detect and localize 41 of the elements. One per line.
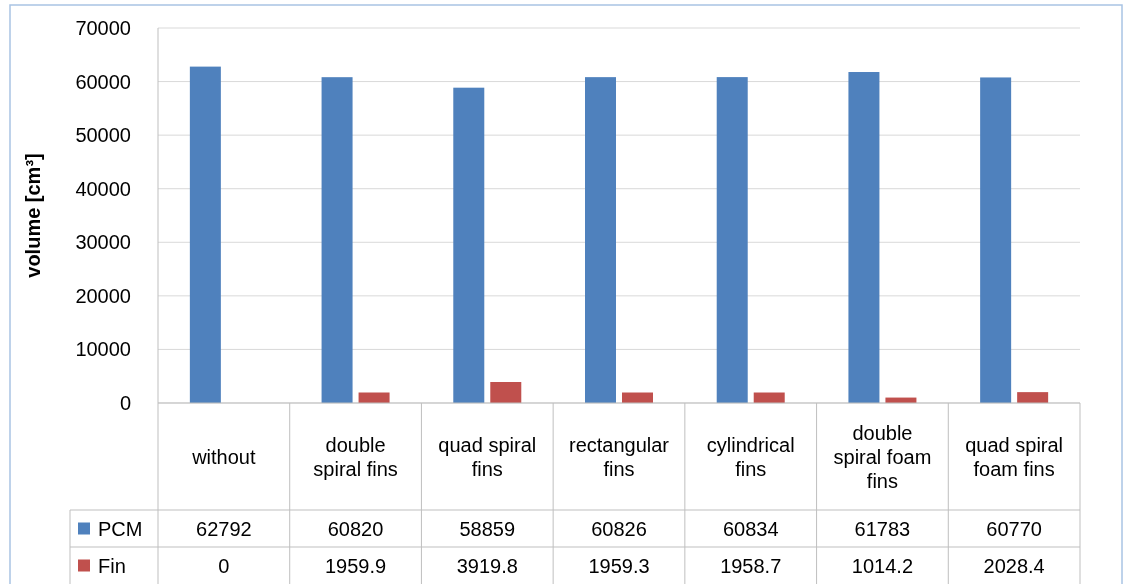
bar — [453, 87, 485, 403]
data-label: 1959.9 — [324, 554, 387, 577]
data-label: 62792 — [196, 517, 252, 540]
data-label: 0 — [218, 554, 230, 577]
bar — [490, 382, 522, 403]
bar — [321, 77, 353, 403]
y-axis-title: volume [cm³] — [22, 153, 44, 278]
bar — [189, 66, 221, 403]
legend-label: Fin — [98, 554, 126, 577]
data-label: 1958.7 — [720, 554, 782, 577]
y-tick-label: 0 — [119, 392, 131, 414]
x-tick-label: quad spiral fins — [438, 433, 537, 480]
data-label: 60770 — [986, 517, 1042, 540]
bar — [585, 77, 616, 403]
y-tick-label: 50000 — [75, 124, 131, 147]
data-label: 60834 — [722, 517, 779, 540]
data-label: 60820 — [327, 517, 384, 540]
legend-label: PCM — [98, 517, 143, 540]
y-tick-label: 20000 — [75, 284, 131, 307]
x-tick-label: rectangular fins — [568, 433, 670, 480]
y-tick-label: 60000 — [75, 70, 131, 93]
data-label: 58859 — [459, 517, 516, 540]
bar — [848, 72, 880, 403]
data-label: 3919.8 — [456, 554, 518, 577]
data-label: 60826 — [591, 517, 647, 540]
x-tick-label: double spiral fins — [313, 433, 398, 480]
bar — [1017, 392, 1049, 403]
x-tick-label: quad spiral foam fins — [965, 433, 1064, 480]
data-label: 1014.2 — [851, 554, 914, 577]
data-label: 61783 — [854, 517, 911, 540]
y-tick-label: 10000 — [75, 338, 131, 361]
y-tick-label: 70000 — [75, 17, 131, 39]
x-tick-label: cylindrical fins — [706, 433, 795, 480]
y-tick-label: 40000 — [75, 177, 131, 200]
x-tick-label: double spiral foam fins — [833, 421, 932, 492]
y-tick-label: 30000 — [75, 231, 131, 254]
x-tick-label: without — [191, 445, 256, 468]
data-label: 2028.4 — [983, 554, 1045, 577]
bar — [980, 77, 1012, 403]
data-label: 1959.3 — [588, 554, 650, 577]
bar — [716, 77, 748, 403]
